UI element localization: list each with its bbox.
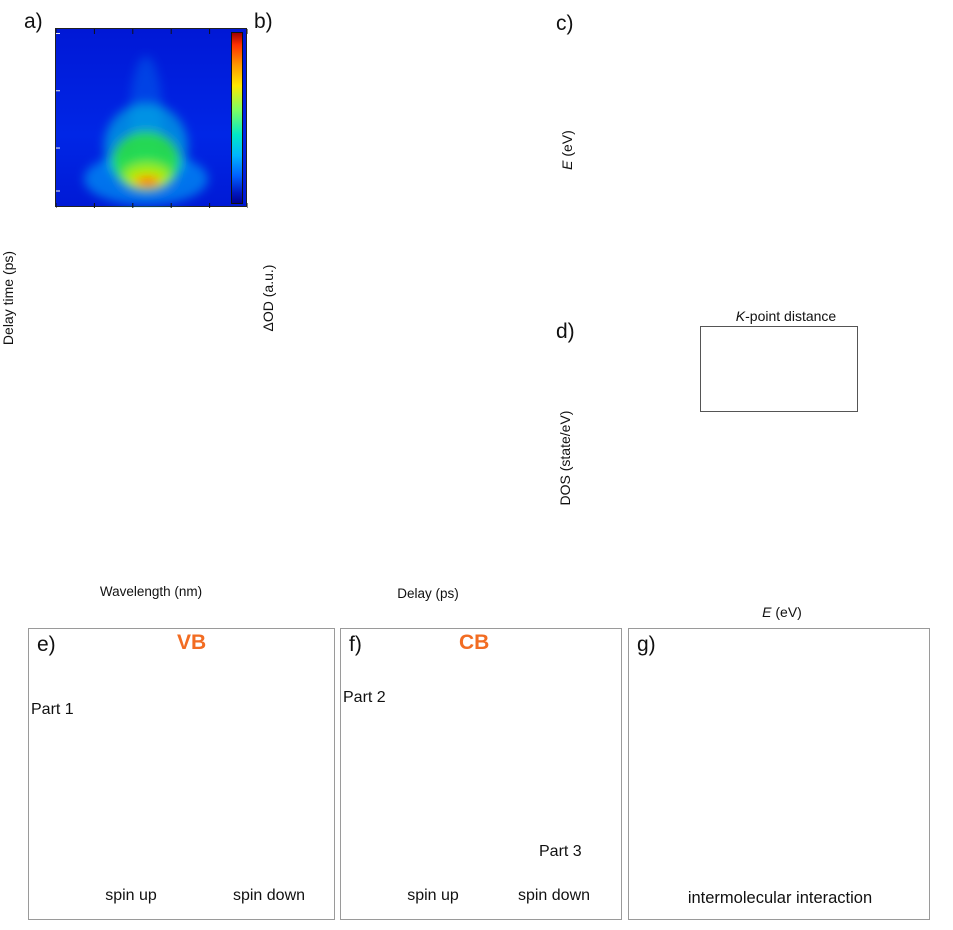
cb-orbital-rendering — [341, 629, 620, 883]
panel-g-label: g) — [637, 633, 656, 656]
panel-a-xlabel: Wavelength (nm) — [99, 584, 203, 599]
panel-g: g) intermolecular interaction — [628, 628, 930, 920]
panel-f-caption-spin-up: spin up — [407, 887, 459, 904]
colorbar — [231, 32, 243, 204]
panel-e-caption-spin-up: spin up — [105, 887, 157, 904]
panel-d-xlabel: E (eV) — [762, 604, 802, 620]
panel-e-caption-spin-down: spin down — [232, 887, 306, 904]
panel-f-part2-label: Part 2 — [343, 689, 386, 706]
panel-e: e) VB Part 1 spin up spin down — [28, 628, 335, 920]
panel-f: f) CB Part 2 Part 3 spin up spin down — [340, 628, 622, 920]
panel-c-label: c) — [556, 12, 574, 35]
panel-a-ylabel: Delay time (ps) — [0, 250, 16, 346]
panel-e-label: e) — [37, 633, 56, 656]
panel-e-part1-label: Part 1 — [31, 701, 74, 718]
ta-heatmap-1 — [55, 28, 248, 208]
vb-orbital-rendering — [29, 629, 333, 883]
panel-e-title-vb: VB — [177, 631, 207, 654]
panel-g-caption: intermolecular interaction — [687, 889, 873, 907]
panel-f-title-cb: CB — [459, 631, 490, 654]
panel-b-label: b) — [254, 10, 273, 33]
panel-f-caption-spin-down: spin down — [517, 887, 591, 904]
panel-b-xlabel: Delay (ps) — [397, 586, 459, 601]
panel-a-label: a) — [24, 10, 43, 33]
panel-d-label: d) — [556, 320, 575, 343]
panel-d-ylabel: DOS (state/eV) — [557, 410, 573, 506]
panel-c-xlabel: K-point distance — [735, 308, 837, 324]
panel-c-ylabel: E (eV) — [559, 130, 575, 170]
dos-inset — [700, 326, 858, 412]
panel-f-part3-label: Part 3 — [539, 843, 582, 860]
panel-f-label: f) — [349, 633, 362, 656]
panel-b-ylabel: ΔOD (a.u.) — [260, 264, 276, 332]
intermolecular-interaction-rendering — [629, 629, 928, 884]
